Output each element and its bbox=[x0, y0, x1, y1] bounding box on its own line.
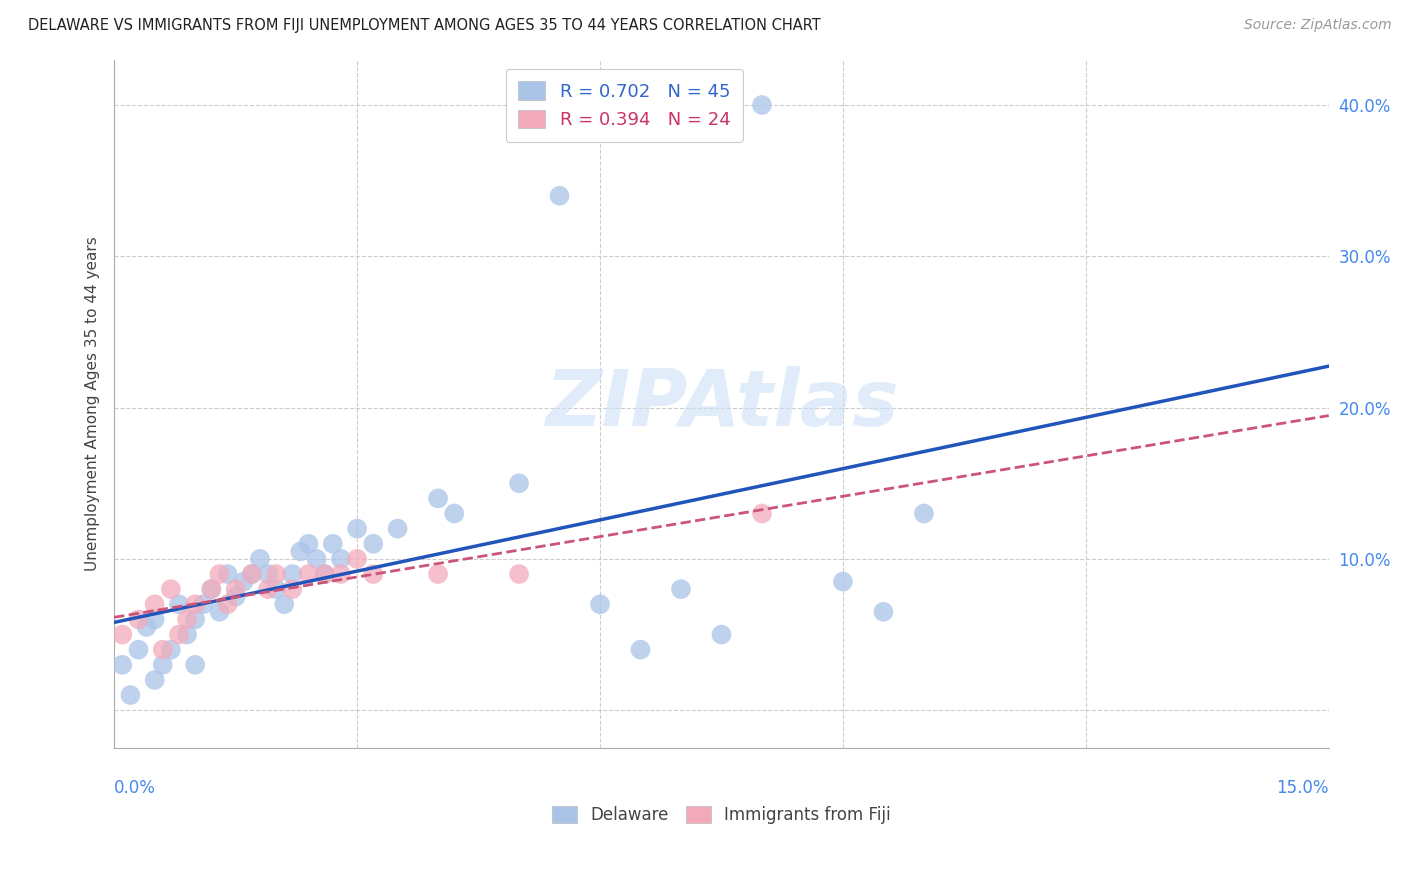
Point bbox=[548, 188, 571, 202]
Point bbox=[322, 537, 344, 551]
Point bbox=[208, 605, 231, 619]
Point bbox=[751, 507, 773, 521]
Point bbox=[508, 567, 530, 582]
Point bbox=[912, 507, 935, 521]
Point bbox=[290, 544, 312, 558]
Point bbox=[872, 605, 894, 619]
Point bbox=[176, 612, 198, 626]
Point bbox=[249, 552, 271, 566]
Point bbox=[264, 582, 287, 596]
Point bbox=[297, 567, 319, 582]
Point bbox=[264, 567, 287, 582]
Point bbox=[427, 491, 450, 506]
Point bbox=[143, 612, 166, 626]
Point bbox=[589, 597, 612, 611]
Point bbox=[193, 597, 215, 611]
Point bbox=[225, 582, 247, 596]
Point bbox=[127, 612, 149, 626]
Point bbox=[208, 567, 231, 582]
Text: 15.0%: 15.0% bbox=[1277, 779, 1329, 797]
Point bbox=[329, 567, 352, 582]
Point bbox=[167, 597, 190, 611]
Point bbox=[217, 597, 239, 611]
Point bbox=[120, 688, 142, 702]
Point bbox=[281, 582, 304, 596]
Point bbox=[160, 642, 183, 657]
Point bbox=[314, 567, 336, 582]
Point bbox=[751, 98, 773, 112]
Point bbox=[297, 537, 319, 551]
Point bbox=[669, 582, 692, 596]
Text: DELAWARE VS IMMIGRANTS FROM FIJI UNEMPLOYMENT AMONG AGES 35 TO 44 YEARS CORRELAT: DELAWARE VS IMMIGRANTS FROM FIJI UNEMPLO… bbox=[28, 18, 821, 33]
Point bbox=[167, 627, 190, 641]
Point bbox=[152, 642, 174, 657]
Point bbox=[630, 642, 652, 657]
Point bbox=[305, 552, 328, 566]
Legend: Delaware, Immigrants from Fiji: Delaware, Immigrants from Fiji bbox=[544, 797, 898, 832]
Point bbox=[111, 627, 134, 641]
Point bbox=[273, 597, 295, 611]
Text: ZIPAtlas: ZIPAtlas bbox=[544, 366, 898, 442]
Point bbox=[257, 582, 280, 596]
Point bbox=[257, 567, 280, 582]
Point bbox=[225, 590, 247, 604]
Point bbox=[240, 567, 263, 582]
Point bbox=[111, 657, 134, 672]
Point bbox=[143, 673, 166, 687]
Point bbox=[127, 642, 149, 657]
Point bbox=[363, 537, 385, 551]
Point bbox=[176, 627, 198, 641]
Point bbox=[346, 552, 368, 566]
Point bbox=[217, 567, 239, 582]
Point bbox=[184, 657, 207, 672]
Text: 0.0%: 0.0% bbox=[114, 779, 156, 797]
Point bbox=[363, 567, 385, 582]
Y-axis label: Unemployment Among Ages 35 to 44 years: Unemployment Among Ages 35 to 44 years bbox=[86, 236, 100, 571]
Point bbox=[346, 522, 368, 536]
Point bbox=[232, 574, 254, 589]
Point bbox=[387, 522, 409, 536]
Point bbox=[184, 612, 207, 626]
Point bbox=[832, 574, 855, 589]
Point bbox=[443, 507, 465, 521]
Point bbox=[240, 567, 263, 582]
Point bbox=[200, 582, 222, 596]
Point bbox=[152, 657, 174, 672]
Point bbox=[508, 476, 530, 491]
Point bbox=[135, 620, 157, 634]
Point bbox=[329, 552, 352, 566]
Text: Source: ZipAtlas.com: Source: ZipAtlas.com bbox=[1244, 18, 1392, 32]
Point bbox=[143, 597, 166, 611]
Point bbox=[184, 597, 207, 611]
Point bbox=[314, 567, 336, 582]
Point bbox=[160, 582, 183, 596]
Point bbox=[710, 627, 733, 641]
Point bbox=[200, 582, 222, 596]
Point bbox=[427, 567, 450, 582]
Point bbox=[281, 567, 304, 582]
